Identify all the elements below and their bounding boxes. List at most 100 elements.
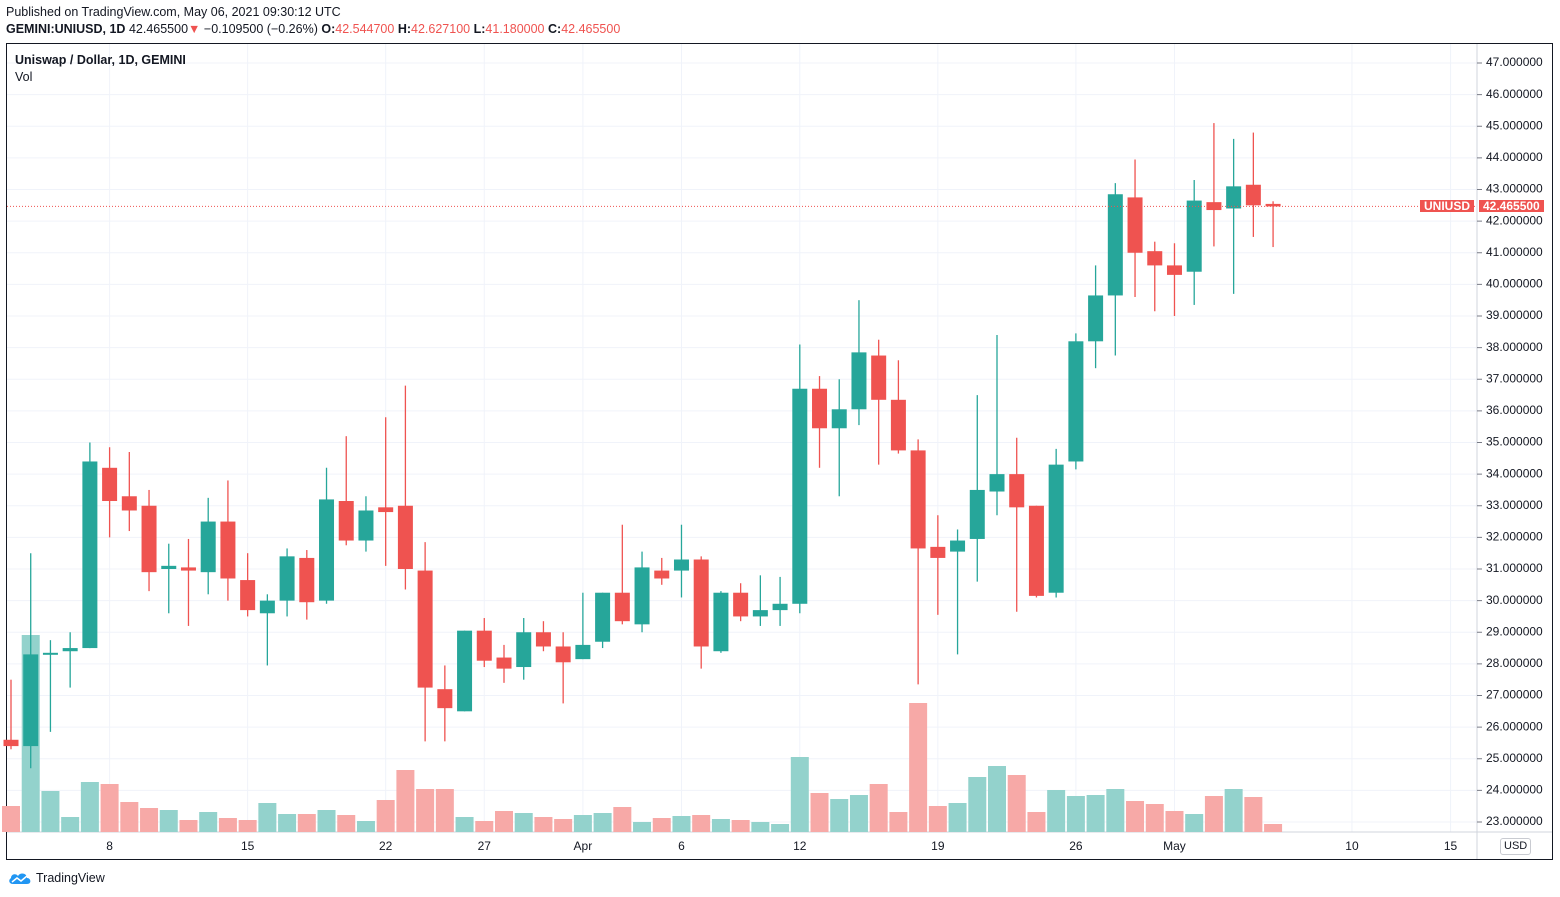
candle-body[interactable] bbox=[141, 505, 157, 573]
volume-bar bbox=[1244, 797, 1263, 832]
volume-bar bbox=[1086, 795, 1105, 832]
candle-body[interactable] bbox=[1226, 186, 1242, 209]
candle-body[interactable] bbox=[595, 592, 611, 642]
price-tick-label: 23.000000 bbox=[1486, 814, 1543, 828]
candle-body[interactable] bbox=[240, 580, 256, 611]
candle-body[interactable] bbox=[319, 499, 335, 601]
candle-body[interactable] bbox=[378, 507, 394, 513]
volume-bar bbox=[692, 815, 711, 832]
candle-body[interactable] bbox=[851, 352, 867, 410]
chart-frame bbox=[6, 43, 1553, 860]
price-tick-label: 37.000000 bbox=[1486, 371, 1543, 385]
price-tick-label: 24.000000 bbox=[1486, 783, 1543, 797]
candle-body[interactable] bbox=[792, 388, 808, 604]
candle-body[interactable] bbox=[575, 644, 591, 660]
candle-body[interactable] bbox=[1088, 295, 1104, 342]
candle-body[interactable] bbox=[161, 565, 177, 569]
candle-body[interactable] bbox=[1028, 505, 1044, 596]
candle-body[interactable] bbox=[516, 632, 532, 668]
candle-body[interactable] bbox=[23, 654, 39, 747]
volume-bar bbox=[573, 815, 592, 832]
candle-body[interactable] bbox=[1107, 194, 1123, 296]
volume-bar bbox=[317, 810, 336, 832]
volume-bar bbox=[179, 820, 198, 832]
volume-bar bbox=[297, 814, 316, 832]
volume-bar bbox=[376, 800, 395, 832]
high-label: H: bbox=[397, 22, 412, 36]
candle-body[interactable] bbox=[1068, 341, 1084, 462]
candle-body[interactable] bbox=[950, 540, 966, 552]
candle-body[interactable] bbox=[476, 630, 492, 661]
candle-body[interactable] bbox=[693, 559, 709, 647]
volume-bar bbox=[909, 703, 928, 832]
volume-bar bbox=[61, 817, 80, 832]
candle-body[interactable] bbox=[989, 474, 1005, 492]
volume-bar bbox=[416, 789, 435, 832]
candle-body[interactable] bbox=[733, 592, 749, 617]
candle-body[interactable] bbox=[910, 450, 926, 549]
volume-bar bbox=[593, 813, 612, 832]
candle-body[interactable] bbox=[102, 467, 118, 502]
candle-body[interactable] bbox=[496, 657, 512, 669]
candle-body[interactable] bbox=[752, 610, 768, 617]
volume-bar bbox=[948, 803, 967, 832]
candle-body[interactable] bbox=[1265, 203, 1281, 207]
candle-body[interactable] bbox=[259, 600, 275, 614]
candle-body[interactable] bbox=[812, 388, 828, 429]
candle-body[interactable] bbox=[969, 489, 985, 539]
candle-body[interactable] bbox=[614, 592, 630, 622]
candle-body[interactable] bbox=[1166, 265, 1182, 275]
candle-body[interactable] bbox=[220, 521, 236, 579]
candle-body[interactable] bbox=[338, 501, 354, 541]
candle-body[interactable] bbox=[62, 648, 78, 652]
chart-legend: Uniswap / Dollar, 1D, GEMINI Vol bbox=[15, 53, 186, 84]
candle-body[interactable] bbox=[417, 570, 433, 688]
candle-body[interactable] bbox=[713, 592, 729, 652]
volume-bar bbox=[771, 824, 790, 832]
candle-body[interactable] bbox=[82, 461, 98, 649]
tradingview-logo[interactable]: TradingView bbox=[8, 871, 105, 885]
price-tick-label: 30.000000 bbox=[1486, 593, 1543, 607]
volume-bar bbox=[258, 803, 277, 832]
candle-body[interactable] bbox=[673, 559, 689, 571]
candle-body[interactable] bbox=[555, 646, 571, 663]
volume-bar bbox=[1027, 812, 1046, 832]
candle-body[interactable] bbox=[121, 496, 137, 511]
candle-body[interactable] bbox=[1009, 474, 1025, 508]
candle-body[interactable] bbox=[397, 505, 413, 569]
candle-body[interactable] bbox=[634, 567, 650, 625]
candle-body[interactable] bbox=[437, 689, 453, 709]
candle-body[interactable] bbox=[42, 652, 58, 655]
candle-body[interactable] bbox=[1127, 197, 1143, 253]
price-tick-label: 29.000000 bbox=[1486, 624, 1543, 638]
candle-body[interactable] bbox=[535, 632, 551, 647]
candle-body[interactable] bbox=[180, 567, 196, 571]
candle-body[interactable] bbox=[358, 510, 374, 541]
candle-body[interactable] bbox=[930, 546, 946, 558]
candle-body[interactable] bbox=[457, 630, 473, 712]
volume-bar bbox=[1204, 796, 1223, 832]
candle-body[interactable] bbox=[299, 557, 315, 603]
currency-badge[interactable]: USD bbox=[1500, 838, 1532, 855]
low-label: L: bbox=[473, 22, 486, 36]
volume-bar bbox=[140, 808, 159, 832]
volume-bar bbox=[613, 807, 632, 832]
candle-body[interactable] bbox=[871, 355, 887, 400]
candle-body[interactable] bbox=[1048, 464, 1064, 593]
down-arrow-icon: ▼ bbox=[188, 22, 201, 36]
candle-body[interactable] bbox=[200, 521, 216, 573]
volume-bar bbox=[790, 757, 809, 832]
candle-body[interactable] bbox=[1245, 184, 1261, 206]
close-label: C: bbox=[548, 22, 562, 36]
candle-body[interactable] bbox=[279, 556, 295, 601]
candle-body[interactable] bbox=[3, 739, 19, 747]
time-tick-label: May bbox=[1163, 839, 1186, 853]
candle-body[interactable] bbox=[831, 409, 847, 429]
candle-body[interactable] bbox=[772, 603, 788, 611]
candle-body[interactable] bbox=[654, 570, 670, 579]
volume-bar bbox=[475, 821, 494, 832]
candle-body[interactable] bbox=[890, 399, 906, 451]
candle-body[interactable] bbox=[1147, 251, 1163, 266]
candle-body[interactable] bbox=[1186, 200, 1202, 272]
